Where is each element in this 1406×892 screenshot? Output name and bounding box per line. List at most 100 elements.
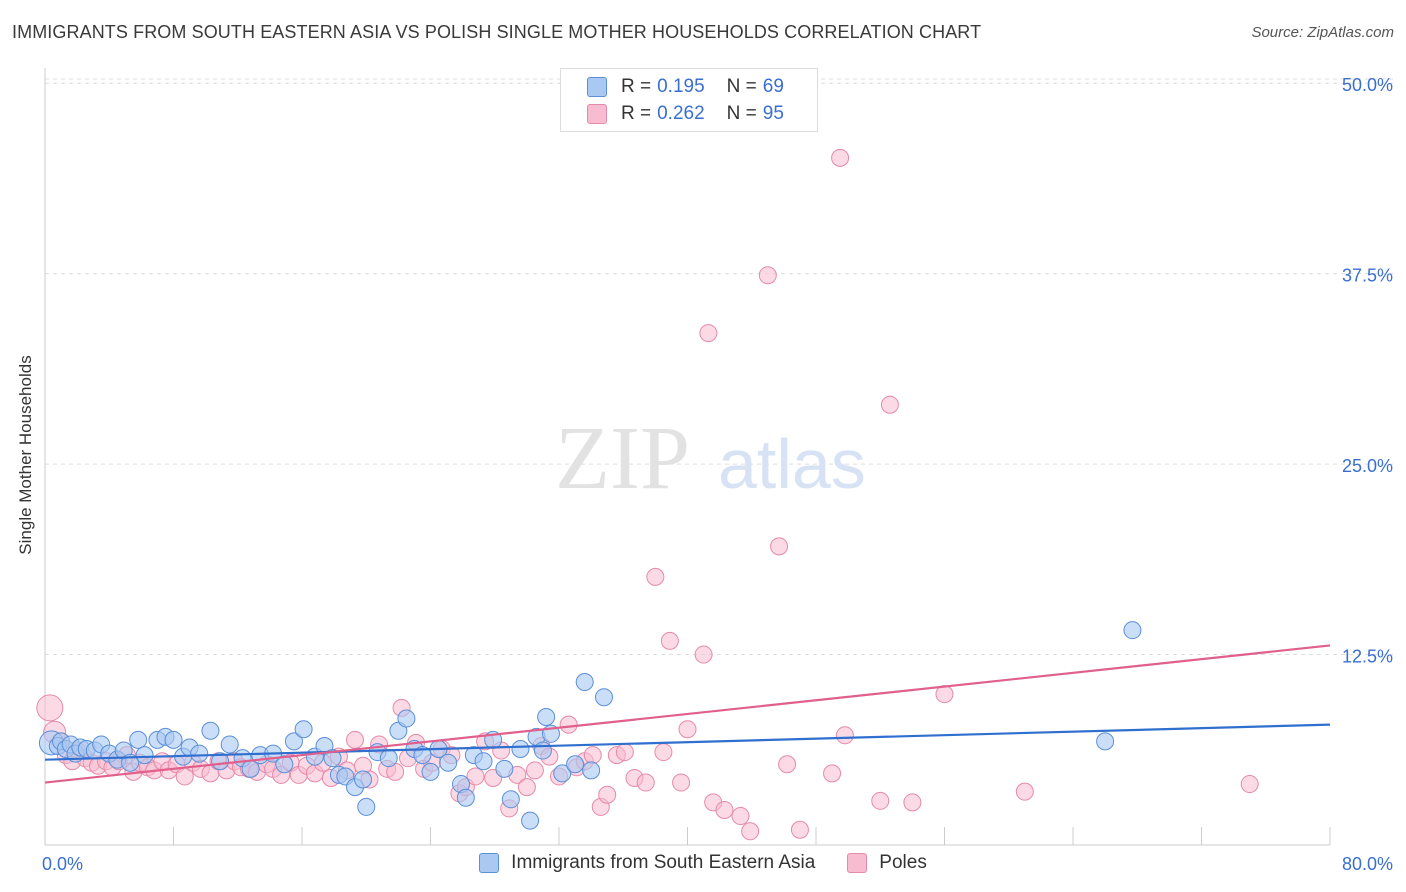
sea-point — [533, 741, 552, 760]
legend-item-poles: Poles — [847, 852, 927, 874]
sea-point — [413, 746, 432, 765]
watermark-atlas: atlas — [718, 425, 866, 503]
sea-point — [1096, 732, 1115, 751]
source-label: Source: ZipAtlas.com — [1251, 24, 1394, 41]
poles-point — [466, 767, 485, 786]
y-tick-label: 12.5% — [1342, 647, 1393, 667]
poles-point — [790, 820, 809, 839]
poles-point — [525, 761, 544, 780]
sea-point — [284, 732, 303, 751]
sea-point — [220, 735, 239, 754]
trend-lines — [44, 644, 1331, 784]
poles-point — [598, 785, 617, 804]
sea-swatch-icon — [479, 853, 500, 873]
series-legend: Immigrants from South Eastern Asia Poles — [0, 852, 1406, 874]
poles-point — [646, 567, 665, 586]
poles-point — [871, 791, 890, 810]
y-tick-label: 50.0% — [1342, 75, 1393, 95]
n-label: N = — [726, 76, 757, 97]
watermark-zip: ZIP — [555, 409, 690, 508]
y-tick-labels: 12.5% 25.0% 37.5% 50.0% — [1342, 75, 1393, 666]
sea-point — [511, 740, 530, 759]
poles-point — [903, 793, 922, 812]
poles-point — [758, 266, 777, 285]
sea-point — [129, 730, 148, 749]
poles-point — [1240, 775, 1259, 794]
sea-point — [1123, 621, 1142, 640]
legend-row-poles: R = 0.262 N = 95 — [587, 102, 784, 126]
sea-swatch-icon — [587, 77, 607, 97]
n-label: N = — [726, 103, 757, 124]
y-axis-title: Single Mother Households — [16, 355, 35, 555]
gridlines — [45, 78, 1395, 656]
chart-title: IMMIGRANTS FROM SOUTH EASTERN ASIA VS PO… — [12, 22, 982, 42]
poles-point — [660, 631, 679, 650]
poles-point — [835, 726, 854, 745]
poles-point — [346, 730, 365, 749]
x-tick-label: 80.0% — [1342, 854, 1393, 874]
axes — [44, 68, 1331, 846]
r-value: 0.262 — [657, 103, 705, 124]
poles-swatch-icon — [847, 853, 868, 873]
sea-point — [190, 744, 209, 763]
n-value: 69 — [762, 76, 784, 97]
poles-point — [731, 807, 750, 826]
poles-point — [880, 395, 899, 414]
y-tick-label: 25.0% — [1342, 456, 1393, 476]
poles-point — [672, 773, 691, 792]
r-value: 0.195 — [657, 76, 705, 97]
legend-label-poles: Poles — [879, 852, 927, 873]
r-label: R = — [621, 76, 652, 97]
sea-point — [474, 752, 493, 771]
poles-point — [583, 746, 602, 765]
poles-point — [694, 645, 713, 664]
poles-point — [615, 743, 634, 762]
poles-point — [778, 755, 797, 774]
sea-point — [594, 688, 613, 707]
sea-point — [397, 709, 416, 728]
poles-trend-line — [44, 644, 1331, 784]
poles-point — [823, 764, 842, 783]
sea-point — [439, 753, 458, 772]
sea-point — [357, 797, 376, 816]
x-tick-label: 0.0% — [42, 854, 83, 874]
sea-point — [323, 749, 342, 768]
poles-point — [654, 743, 673, 762]
legend-label-sea: Immigrants from South Eastern Asia — [511, 852, 816, 873]
legend-item-sea: Immigrants from South Eastern Asia — [479, 852, 815, 874]
poles-point — [517, 778, 536, 797]
watermark: ZIP atlas — [555, 409, 866, 508]
sea-point — [553, 764, 572, 783]
poles-point — [831, 148, 850, 167]
x-tick-labels: 0.0% 80.0% — [42, 854, 1393, 874]
poles-point — [715, 800, 734, 819]
sea-point — [275, 755, 294, 774]
sea-point — [294, 720, 313, 739]
sea-point — [135, 746, 154, 765]
poles-point — [559, 715, 578, 734]
sea-trend-line — [44, 723, 1331, 761]
poles-point — [741, 822, 760, 841]
legend-row-sea: R = 0.195 N = 69 — [587, 75, 784, 99]
sea-point — [164, 730, 183, 749]
sea-point — [379, 749, 398, 768]
sea-point — [211, 752, 230, 771]
poles-point — [1015, 782, 1034, 801]
poles-point — [699, 324, 718, 343]
poles-point — [36, 694, 64, 722]
sea-point — [566, 755, 585, 774]
sea-point — [201, 721, 220, 740]
poles-point — [636, 773, 655, 792]
sea-point — [456, 788, 475, 807]
poles-point — [770, 537, 789, 556]
sea-point — [421, 762, 440, 781]
r-label: R = — [621, 103, 652, 124]
y-tick-label: 37.5% — [1342, 266, 1393, 286]
correlation-legend: R = 0.195 N = 69 R = 0.262 N = 95 — [560, 68, 818, 132]
sea-point — [354, 770, 373, 789]
poles-swatch-icon — [587, 104, 607, 124]
poles-point — [678, 720, 697, 739]
sea-point — [575, 672, 594, 691]
n-value: 95 — [762, 103, 784, 124]
